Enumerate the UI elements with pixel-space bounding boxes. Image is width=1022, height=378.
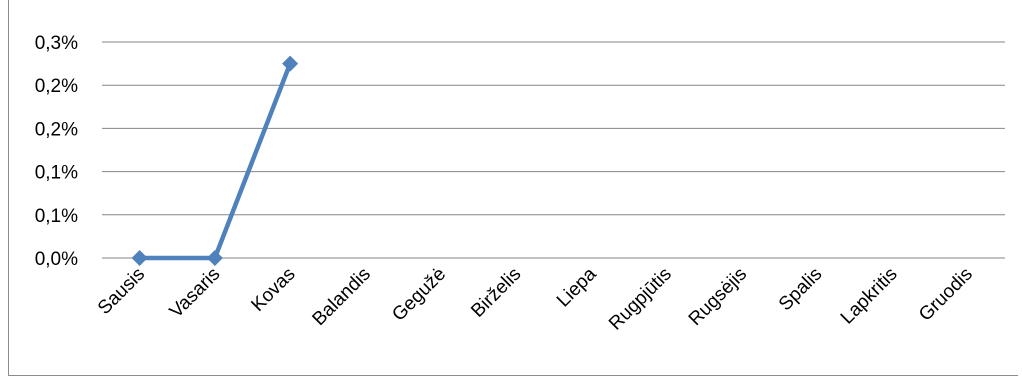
- x-tick-label: Vasaris: [166, 264, 225, 323]
- x-tick-label: Sausis: [94, 264, 149, 319]
- y-tick-label: 0,0%: [35, 249, 78, 270]
- chart-frame: [8, 0, 1018, 376]
- data-point-marker: [282, 55, 299, 72]
- series-line-group: [131, 55, 299, 266]
- x-tick-label: Lapkritis: [837, 264, 902, 329]
- x-tick-label: Birželis: [467, 264, 525, 322]
- data-point-marker: [206, 250, 223, 266]
- x-tick-label: Balandis: [309, 264, 375, 330]
- x-axis-tick-labels: Sausis Vasaris Kovas Balandis Gegužė Birželis…: [94, 263, 977, 334]
- series-line: [139, 62, 293, 261]
- gridlines: [102, 41, 1005, 259]
- x-tick-label: Gruodis: [915, 264, 977, 326]
- x-tick-label: Gegužė: [388, 264, 450, 326]
- x-tick-label: Rugsėjis: [685, 264, 751, 330]
- x-tick-label: Spalis: [775, 264, 826, 315]
- y-axis-tick-labels: 0,0% 0,1% 0,1% 0,2% 0,2% 0,3%: [35, 33, 78, 270]
- y-tick-label: 0,2%: [35, 76, 78, 97]
- data-point-marker: [131, 250, 148, 266]
- y-tick-label: 0,2%: [35, 119, 78, 140]
- y-tick-label: 0,1%: [35, 163, 78, 184]
- y-tick-label: 0,1%: [35, 206, 78, 227]
- x-tick-label: Liepa: [553, 263, 601, 311]
- x-tick-label: Rugpjūtis: [605, 264, 676, 335]
- y-tick-label: 0,3%: [35, 33, 78, 54]
- x-tick-label: Kovas: [247, 264, 299, 316]
